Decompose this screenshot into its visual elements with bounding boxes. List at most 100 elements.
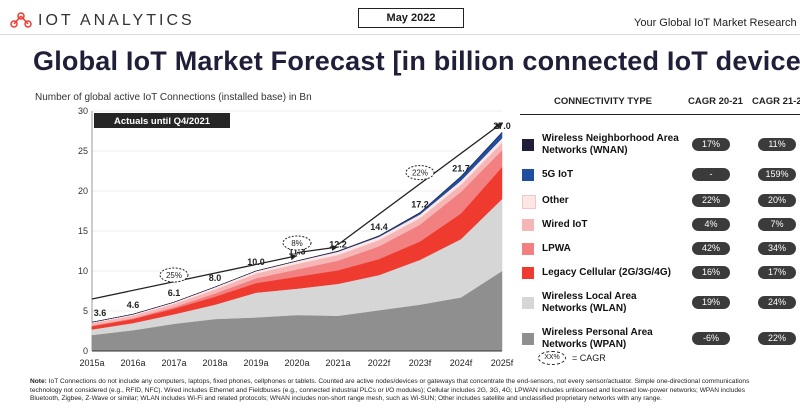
legend-swatch [522, 139, 534, 151]
legend-row-lpwa: LPWA 42% 34% [520, 240, 800, 270]
cagr-pill-20-21: 4% [692, 218, 730, 231]
page-title: Global IoT Market Forecast [in billion c… [33, 46, 800, 76]
cagr-pill-21-25: 22% [758, 332, 796, 345]
brand-logo[interactable]: IOT ANALYTICS [10, 12, 195, 30]
y-tick-label: 15 [78, 226, 88, 236]
legend-label: LPWA [542, 243, 571, 254]
legend-swatch [522, 219, 534, 231]
trend-arrow-line [91, 255, 298, 300]
trend-arrow-head [290, 254, 297, 261]
legend-swatch [522, 267, 534, 279]
trend-arrow-line [337, 122, 503, 246]
legend-header-cagr1: CAGR 20-21 [688, 96, 743, 107]
tagline: Your Global IoT Market Research Pa [634, 17, 800, 29]
legend-label: Wired IoT [542, 219, 588, 230]
total-data-label: 21.7 [452, 163, 470, 173]
legend-row-5g: 5G IoT - 159% [520, 166, 800, 196]
cagr-pill-20-21: 19% [692, 296, 730, 309]
legend-label: 5G IoT [542, 169, 574, 180]
cagr-pill-21-25: 11% [758, 138, 796, 151]
cagr-key: XX% = CAGR [538, 351, 606, 365]
cagr-ellipse [405, 165, 435, 181]
total-data-label: 3.6 [94, 308, 107, 318]
cagr-key-label: = CAGR [572, 353, 606, 363]
x-tick-label: 2015a [79, 358, 104, 368]
total-data-label: 10.0 [247, 257, 265, 267]
area-series-wnan [91, 131, 503, 323]
cagr-pill-21-25: 20% [758, 194, 796, 207]
cagr-ellipse [159, 267, 189, 283]
footnote-text: IoT Connections do not include any compu… [30, 378, 750, 402]
cagr-label: 8% [291, 239, 303, 248]
legend-row-cellular: Legacy Cellular (2G/3G/4G) 16% 17% [520, 264, 800, 294]
trend-arrow-head [495, 123, 502, 130]
cagr-pill-20-21: 17% [692, 138, 730, 151]
actuals-label: Actuals until Q4/2021 [114, 116, 211, 127]
y-tick-label: 25 [78, 146, 88, 156]
y-tick-label: 0 [83, 346, 88, 356]
x-tick-label: 2016a [120, 358, 145, 368]
cagr-key-sample: XX% [538, 351, 566, 365]
y-tick-label: 5 [83, 306, 88, 316]
cagr-label: 22% [412, 169, 428, 178]
legend-swatch [522, 297, 534, 309]
y-axis-title: Number of global active IoT Connections … [35, 92, 312, 103]
legend-row-wlan: Wireless Local Area Networks (WLAN) 19% … [520, 288, 800, 318]
y-tick-label: 10 [78, 266, 88, 276]
legend-label: Other [542, 195, 569, 206]
legend-label: Wireless Personal Area Networks (WPAN) [542, 327, 653, 350]
cagr-pill-20-21: 16% [692, 266, 730, 279]
legend-row-wnan: Wireless Neighborhood Area Networks (WNA… [520, 130, 800, 160]
trend-arrow-head [331, 244, 338, 251]
legend-swatch [522, 169, 534, 181]
legend-label: Wireless Neighborhood Area Networks (WNA… [542, 133, 679, 156]
x-tick-label: 2021a [325, 358, 350, 368]
trend-arrow-line [296, 246, 339, 254]
legend-header-type: CONNECTIVITY TYPE [554, 96, 653, 107]
cagr-label: 25% [166, 271, 182, 280]
total-data-label: 27.0 [493, 121, 511, 131]
footnote-label: Note: [30, 378, 47, 385]
total-data-label: 14.4 [370, 222, 388, 232]
date-badge: May 2022 [358, 8, 464, 28]
legend-header-rule [520, 114, 800, 115]
legend-label: Wireless Local Area Networks (WLAN) [542, 291, 637, 314]
legend-header-cagr2: CAGR 21-2 [752, 96, 800, 107]
cagr-pill-21-25: 17% [758, 266, 796, 279]
x-tick-label: 2019a [243, 358, 268, 368]
cagr-pill-20-21: -6% [692, 332, 730, 345]
total-data-label: 6.1 [168, 288, 181, 298]
cagr-pill-21-25: 24% [758, 296, 796, 309]
total-data-label: 8.0 [209, 273, 222, 283]
cagr-pill-21-25: 7% [758, 218, 796, 231]
x-tick-label: 2020a [284, 358, 309, 368]
brand-name: IOT ANALYTICS [38, 12, 195, 29]
cagr-pill-21-25: 159% [758, 168, 796, 181]
total-data-label: 17.2 [411, 199, 429, 209]
footnote: Note: IoT Connections do not include any… [30, 378, 775, 404]
legend-row-other: Other 22% 20% [520, 192, 800, 222]
total-data-label: 4.6 [127, 300, 140, 310]
stacked-area-chart: 0 5 10 15 20 25 30 2015a 2016a 2017a 2018a 2019a 202… [78, 106, 514, 368]
x-tick-label: 2025f [491, 358, 514, 368]
x-tick-label: 2023f [409, 358, 432, 368]
cagr-pill-20-21: 42% [692, 242, 730, 255]
legend-row-wpan: Wireless Personal Area Networks (WPAN) -… [520, 324, 800, 354]
legend-table: CONNECTIVITY TYPE CAGR 20-21 CAGR 21-2 W… [520, 96, 800, 366]
header-divider [0, 34, 800, 35]
legend-swatch [522, 243, 534, 255]
cagr-ellipse [282, 235, 312, 251]
total-data-label: 11.3 [288, 247, 305, 257]
cagr-pill-21-25: 34% [758, 242, 796, 255]
legend-label: Legacy Cellular (2G/3G/4G) [542, 267, 671, 278]
network-logo-icon [10, 12, 32, 28]
legend-row-wired: Wired IoT 4% 7% [520, 216, 800, 246]
y-tick-label: 30 [78, 106, 88, 116]
x-tick-label: 2017a [161, 358, 186, 368]
x-tick-label: 2018a [202, 358, 227, 368]
legend-swatch [522, 195, 536, 209]
cagr-pill-20-21: - [692, 168, 730, 181]
x-tick-label: 2022f [368, 358, 391, 368]
actuals-box [94, 113, 230, 128]
cagr-pill-20-21: 22% [692, 194, 730, 207]
